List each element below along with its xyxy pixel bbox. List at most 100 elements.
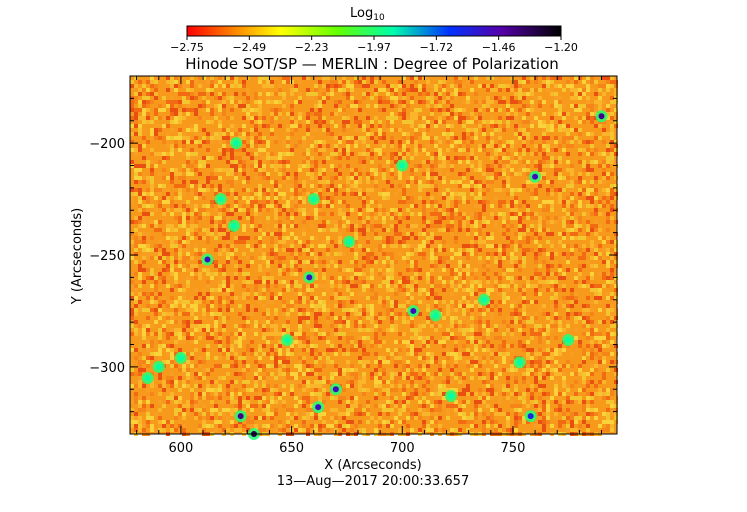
heatmap-cell (218, 320, 222, 324)
heatmap-cell (326, 196, 330, 200)
heatmap-cell (138, 188, 142, 192)
heatmap-cell (146, 360, 150, 364)
heatmap-cell (474, 340, 478, 344)
heatmap-cell (226, 356, 230, 360)
heatmap-cell (526, 212, 530, 216)
heatmap-cell (610, 128, 614, 132)
heatmap-cell (362, 336, 366, 340)
heatmap-cell (198, 188, 202, 192)
heatmap-cell (518, 156, 522, 160)
heatmap-cell (570, 232, 574, 236)
heatmap-cell (506, 324, 510, 328)
heatmap-cell (606, 276, 610, 280)
heatmap-cell (282, 272, 286, 276)
heatmap-cell (446, 116, 450, 120)
heatmap-cell (574, 312, 578, 316)
heatmap-cell (402, 368, 406, 372)
heatmap-cell (590, 104, 594, 108)
heatmap-cell (374, 200, 378, 204)
heatmap-cell (362, 288, 366, 292)
heatmap-cell (222, 156, 226, 160)
heatmap-cell (226, 316, 230, 320)
heatmap-cell (434, 240, 438, 244)
heatmap-cell (134, 236, 138, 240)
heatmap-cell (554, 92, 558, 96)
heatmap-cell (186, 308, 190, 312)
heatmap-cell (414, 272, 418, 276)
heatmap-cell (498, 248, 502, 252)
heatmap-cell (210, 80, 214, 84)
heatmap-cell (462, 140, 466, 144)
heatmap-cell (174, 304, 178, 308)
heatmap-cell (198, 360, 202, 364)
heatmap-cell (506, 228, 510, 232)
heatmap-cell (478, 308, 482, 312)
heatmap-cell (242, 352, 246, 356)
heatmap-cell (390, 236, 394, 240)
heatmap-cell (590, 144, 594, 148)
heatmap-cell (594, 212, 598, 216)
heatmap-cell (490, 356, 494, 360)
heatmap-cell (438, 340, 442, 344)
heatmap-cell (474, 100, 478, 104)
heatmap-cell (262, 280, 266, 284)
heatmap-cell (214, 264, 218, 268)
heatmap-cell (514, 92, 518, 96)
heatmap-cell (418, 148, 422, 152)
heatmap-cell (510, 212, 514, 216)
heatmap-cell (526, 108, 530, 112)
heatmap-cell (338, 220, 342, 224)
heatmap-cell (218, 148, 222, 152)
heatmap-cell (242, 296, 246, 300)
heatmap-cell (254, 228, 258, 232)
heatmap-cell (554, 308, 558, 312)
heatmap-cell (230, 132, 234, 136)
heatmap-cell (446, 212, 450, 216)
heatmap-cell (322, 116, 326, 120)
heatmap-cell (306, 88, 310, 92)
heatmap-cell (322, 92, 326, 96)
heatmap-cell (454, 284, 458, 288)
heatmap-cell (318, 304, 322, 308)
heatmap-cell (298, 76, 302, 80)
heatmap-cell (202, 104, 206, 108)
heatmap-cell (374, 80, 378, 84)
heatmap-cell (290, 124, 294, 128)
heatmap-cell (434, 152, 438, 156)
heatmap-cell (466, 288, 470, 292)
heatmap-cell (302, 344, 306, 348)
heatmap-cell (218, 120, 222, 124)
heatmap-cell (430, 336, 434, 340)
heatmap-cell (206, 292, 210, 296)
heatmap-cell (310, 172, 314, 176)
heatmap-cell (234, 248, 238, 252)
heatmap-cell (142, 104, 146, 108)
heatmap-cell (410, 296, 414, 300)
heatmap-cell (154, 208, 158, 212)
heatmap-cell (582, 244, 586, 248)
heatmap-cell (534, 192, 538, 196)
heatmap-cell (218, 332, 222, 336)
heatmap-cell (602, 212, 606, 216)
heatmap-cell (458, 256, 462, 260)
heatmap-cell (334, 244, 338, 248)
heatmap-cell (250, 108, 254, 112)
heatmap-cell (390, 328, 394, 332)
heatmap-cell (218, 296, 222, 300)
heatmap-cell (182, 260, 186, 264)
heatmap-cell (170, 260, 174, 264)
heatmap-cell (430, 244, 434, 248)
heatmap-cell (522, 304, 526, 308)
heatmap-cell (382, 144, 386, 148)
heatmap-cell (366, 296, 370, 300)
heatmap-cell (454, 108, 458, 112)
heatmap-cell (610, 196, 614, 200)
heatmap-cell (574, 320, 578, 324)
heatmap-cell (534, 188, 538, 192)
heatmap-cell (398, 348, 402, 352)
heatmap-cell (170, 100, 174, 104)
heatmap-cell (318, 260, 322, 264)
heatmap-cell (526, 160, 530, 164)
heatmap-cell (254, 108, 258, 112)
heatmap-cell (526, 112, 530, 116)
